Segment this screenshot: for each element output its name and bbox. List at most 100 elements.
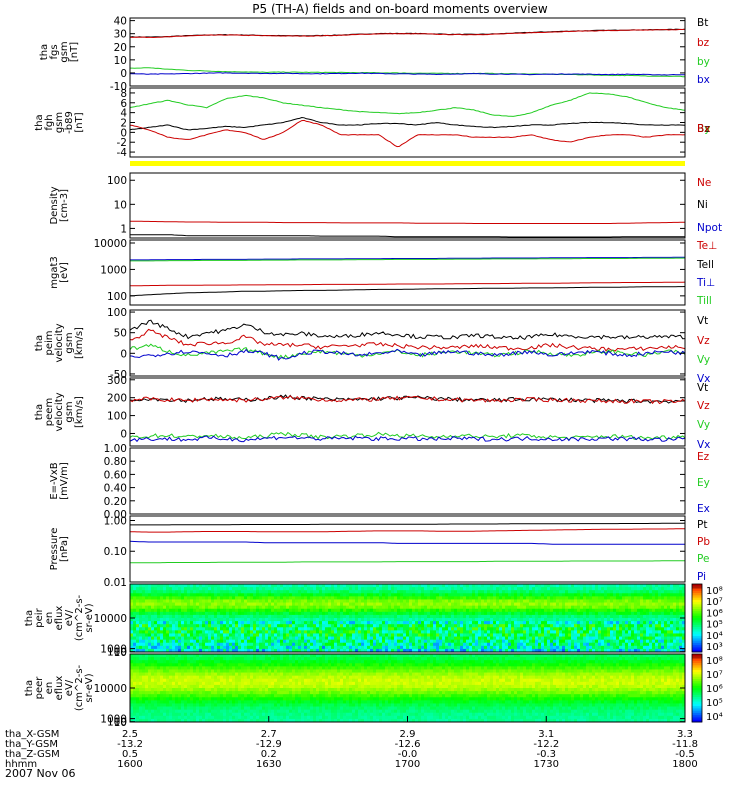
spectrogram-cell <box>349 584 353 588</box>
spectrogram-cell <box>226 621 230 625</box>
spectrogram-cell <box>265 605 269 610</box>
spectrogram-cell <box>367 602 371 607</box>
spectrogram-cell <box>136 587 140 591</box>
spectrogram-cell <box>457 593 461 597</box>
spectrogram-cell <box>487 611 491 616</box>
spectrogram-cell <box>550 608 554 613</box>
spectrogram-cell <box>148 718 152 723</box>
spectrogram-cell <box>193 639 197 644</box>
spectrogram-cell <box>253 624 257 628</box>
spectrogram-cell <box>151 657 155 661</box>
spectrogram-cell <box>214 648 218 653</box>
spectrogram-cell <box>427 636 431 641</box>
spectrogram-cell <box>631 605 635 610</box>
spectrogram-cell <box>445 596 449 600</box>
spectrogram-cell <box>427 599 431 603</box>
spectrogram-cell <box>553 630 557 634</box>
spectrogram-cell <box>664 636 668 641</box>
spectrogram-cell <box>490 618 494 622</box>
spectrogram-cell <box>142 703 146 707</box>
spectrogram-cell <box>325 596 329 600</box>
spectrogram-cell <box>601 590 605 594</box>
spectrogram-cell <box>652 639 656 644</box>
spectrogram-cell <box>361 624 365 628</box>
spectrogram-cell <box>325 618 329 622</box>
spectrogram-cell <box>247 599 251 603</box>
spectrogram-cell <box>244 611 248 616</box>
spectrogram-cell <box>139 691 143 695</box>
spectrogram-cell <box>151 660 155 664</box>
spectrogram-cell <box>394 618 398 622</box>
spectrogram-cell <box>271 648 275 653</box>
spectrogram-cell <box>307 630 311 634</box>
spectrogram-cell <box>130 590 134 594</box>
colorbar-frame <box>691 583 703 653</box>
spectrogram-cell <box>208 715 212 720</box>
spectrogram-cell <box>193 624 197 628</box>
spectrogram-cell <box>580 596 584 600</box>
spectrogram-cell <box>526 642 530 647</box>
spectrogram-cell <box>571 605 575 610</box>
spectrogram-cell <box>244 593 248 597</box>
spectrogram-cell <box>616 596 620 600</box>
spectrogram-cell <box>271 599 275 603</box>
spectrogram-cell <box>199 715 203 720</box>
spectrogram-cell <box>634 642 638 647</box>
spectrogram-cell <box>283 596 287 600</box>
spectrogram-cell <box>427 614 431 619</box>
spectrogram-cell <box>670 599 674 603</box>
spectrogram-cell <box>679 587 683 591</box>
spectrogram-cell <box>622 630 626 634</box>
spectrogram-cell <box>328 590 332 594</box>
spectrogram-cell <box>223 642 227 647</box>
spectrogram-cell <box>211 584 215 588</box>
spectrogram-cell <box>319 636 323 641</box>
spectrogram-cell <box>178 596 182 600</box>
spectrogram-cell <box>589 605 593 610</box>
spectrogram-cell <box>532 593 536 597</box>
spectrogram-cell <box>637 642 641 647</box>
spectrogram-cell <box>442 599 446 603</box>
spectrogram-cell <box>316 599 320 603</box>
colorbar-swatch <box>692 629 702 633</box>
spectrogram-cell <box>526 611 530 616</box>
spectrogram-cell <box>403 627 407 631</box>
spectrogram-cell <box>277 593 281 597</box>
spectrogram-cell <box>130 675 134 680</box>
spectrogram-cell <box>517 642 521 647</box>
spectrogram-cell <box>568 593 572 597</box>
spectrogram-cell <box>196 614 200 619</box>
spectrogram-cell <box>649 596 653 600</box>
spectrogram-cell <box>325 630 329 634</box>
spectrogram-cell <box>142 605 146 610</box>
spectrogram-cell <box>634 584 638 588</box>
spectrogram-cell <box>163 678 167 683</box>
spectrogram-cell <box>226 648 230 653</box>
spectrogram-cell <box>343 587 347 591</box>
spectrogram-cell <box>499 602 503 607</box>
spectrogram-cell <box>436 642 440 647</box>
spectrogram-cell <box>565 602 569 607</box>
spectrogram-cell <box>475 639 479 644</box>
spectrogram-cell <box>586 648 590 653</box>
spectrogram-cell <box>157 630 161 634</box>
spectrogram-cell <box>667 621 671 625</box>
spectrogram-cell <box>532 648 536 653</box>
spectrogram-cell <box>205 697 209 701</box>
spectrogram-cell <box>601 593 605 597</box>
spectrogram-cell <box>184 590 188 594</box>
spectrogram-cell <box>487 642 491 647</box>
spectrogram-cell <box>619 593 623 597</box>
spectrogram-cell <box>511 611 515 616</box>
spectrogram-cell <box>643 627 647 631</box>
spectrogram-cell <box>229 599 233 603</box>
spectrogram-cell <box>292 611 296 616</box>
spectrogram-cell <box>322 596 326 600</box>
spectrogram-cell <box>442 602 446 607</box>
spectrogram-cell <box>472 587 476 591</box>
spectrogram-cell <box>151 684 155 689</box>
spectrogram-cell <box>211 636 215 641</box>
spectrogram-cell <box>289 633 293 637</box>
spectrogram-cell <box>145 584 149 588</box>
spectrogram-cell <box>166 660 170 664</box>
